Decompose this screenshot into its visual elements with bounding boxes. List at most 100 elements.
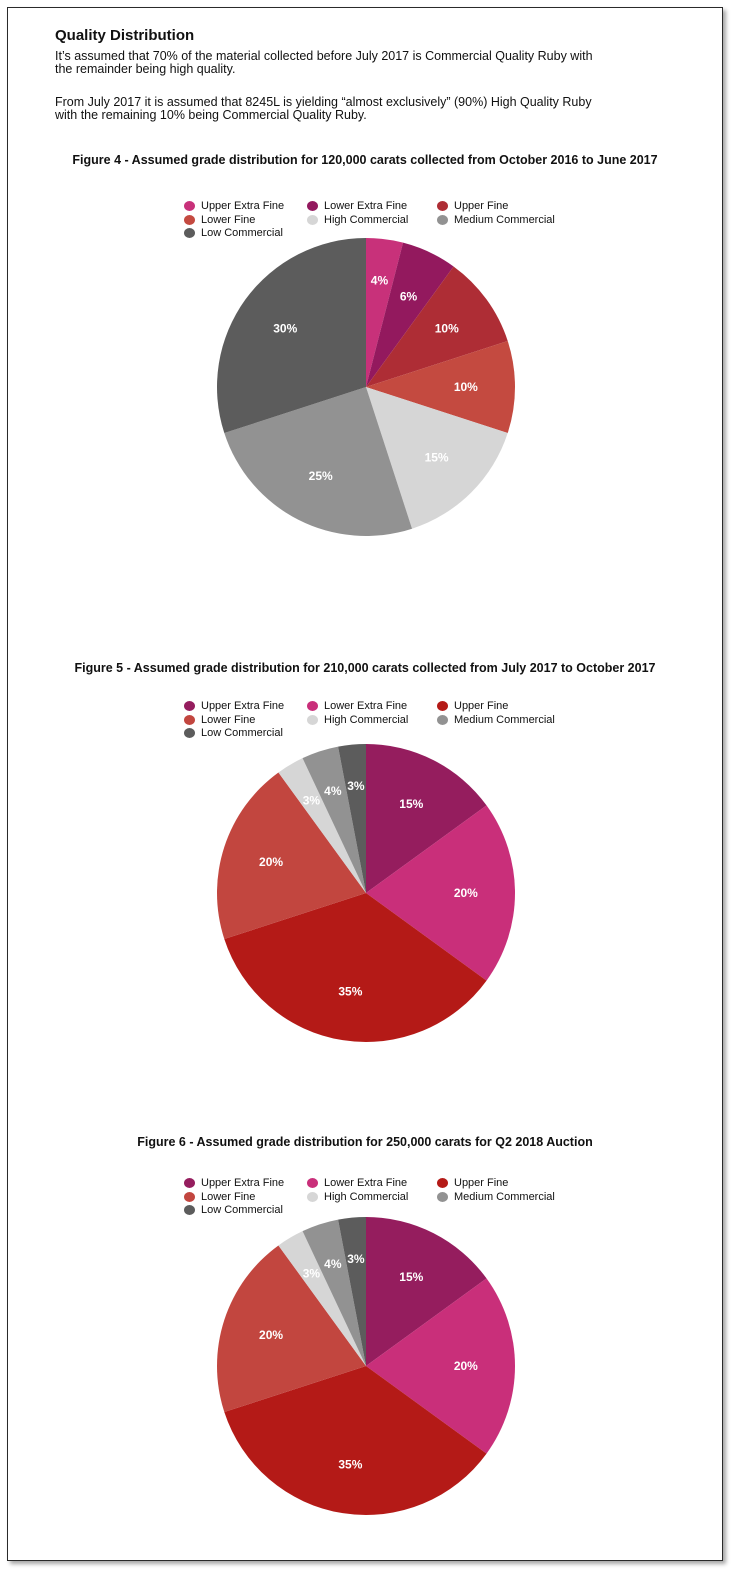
slice-label-low-commercial: 3%	[347, 1252, 365, 1266]
pie-slice-high-commercial	[278, 758, 366, 893]
slice-label-low-commercial: 3%	[347, 779, 365, 793]
slice-label-upper-fine: 35%	[338, 1458, 362, 1472]
figure-5-title: Figure 5 - Assumed grade distribution fo…	[74, 661, 656, 675]
pie-slice-upper-fine	[366, 266, 508, 387]
legend-swatch	[307, 201, 318, 211]
slice-label-upper-extra-fine: 15%	[399, 1270, 423, 1284]
paragraph-line: It’s assumed that 70% of the material co…	[55, 49, 593, 63]
legend-swatch	[437, 1191, 448, 1202]
pie-slice-upper-extra-fine	[366, 744, 487, 893]
legend-label: Upper Fine	[454, 700, 509, 712]
legend-swatch	[184, 714, 195, 725]
legend-label: Upper Fine	[454, 1177, 509, 1189]
figure-6-pie-chart: 15%20%35%20%3%4% 3%	[217, 1217, 515, 1515]
pie-slice-medium-commercial	[302, 746, 366, 893]
slice-label-lower-extra-fine: 20%	[454, 886, 478, 900]
pie-slice-upper-extra-fine	[366, 238, 404, 387]
legend-label: Medium Commercial	[454, 713, 555, 726]
legend-label: Lower Extra Fine	[324, 700, 408, 712]
figure-4-pie-chart: 4% 6% 10% 10% 15% 25% 30%	[216, 238, 515, 536]
slice-label-high-commercial: 15%	[425, 451, 449, 465]
legend-label: Lower Fine	[201, 1190, 256, 1203]
legend-label: Low Commercial	[201, 727, 283, 739]
pie-slice-lower-extra-fine	[366, 1278, 515, 1454]
slice-label-medium-commercial: 4%	[324, 1257, 342, 1271]
pie-slice-medium-commercial	[302, 1219, 366, 1366]
pie-slice-lower-extra-fine	[366, 805, 515, 981]
pie-slice-lower-extra-fine	[366, 242, 454, 387]
legend-label: High Commercial	[324, 213, 409, 226]
paragraph-line: with the remaining 10% being Commercial …	[55, 107, 367, 122]
slice-label-lower-fine: 20%	[259, 1328, 283, 1342]
pie-slice-upper-fine	[224, 893, 487, 1042]
pie-slice-upper-extra-fine	[366, 1217, 487, 1366]
figure-6-legend: Upper Extra Fine Lower Extra Fine Upper Fi…	[184, 1177, 584, 1223]
slice-label-medium-commercial: 25%	[309, 469, 333, 483]
slice-label-upper-fine: 10%	[435, 321, 459, 335]
legend-label: Upper Extra Fine	[201, 700, 285, 712]
legend-swatch	[307, 701, 318, 711]
legend-label: Medium Commercial	[454, 1190, 555, 1203]
slice-label-high-commercial: 3%	[303, 794, 321, 808]
legend-label: Upper Extra Fine	[201, 1177, 285, 1189]
assumption-paragraph: From July 2017 it is assumed that 8245L …	[55, 96, 695, 121]
legend-swatch	[184, 214, 195, 225]
legend-swatch	[307, 714, 318, 725]
slice-label-lower-fine: 10%	[454, 380, 478, 394]
legend-label: Low Commercial	[201, 1204, 283, 1216]
pie-slice-low-commercial	[338, 1217, 366, 1366]
pie-slice-lower-fine	[366, 340, 515, 434]
legend-swatch	[184, 201, 195, 211]
slice-label-upper-extra-fine: 15%	[399, 797, 423, 811]
legend-swatch	[437, 201, 448, 211]
pie-slice-medium-commercial	[224, 387, 413, 536]
slice-label-upper-fine: 35%	[338, 985, 362, 999]
legend-swatch	[307, 1191, 318, 1202]
legend-label: Upper Fine	[454, 200, 509, 212]
legend-label: Lower Extra Fine	[324, 1177, 408, 1189]
slice-label-high-commercial: 3%	[303, 1267, 321, 1281]
pie-slice-high-commercial	[278, 1231, 366, 1366]
pie-slice-lower-fine	[217, 1245, 366, 1413]
legend-label: Lower Extra Fine	[324, 200, 408, 212]
slice-label-lower-extra-fine: 6%	[400, 290, 418, 304]
pie-slice-high-commercial	[366, 387, 508, 529]
legend-label: Lower Fine	[201, 213, 256, 226]
figure-4-legend: Upper Extra Fine Lower Extra Fine Upper Fi…	[184, 200, 584, 246]
legend-swatch	[184, 1178, 195, 1188]
legend-swatch	[437, 714, 448, 725]
legend-swatch	[184, 1205, 195, 1215]
figure-5-legend: Upper Extra Fine Lower Extra Fine Upper Fi…	[184, 700, 584, 746]
paragraph-line: From July 2017 it is assumed that 8245L …	[55, 95, 592, 109]
slice-label-medium-commercial: 4%	[324, 784, 342, 798]
slice-label-lower-fine: 20%	[259, 855, 283, 869]
pie-slice-lower-fine	[217, 772, 366, 940]
legend-label: Low Commercial	[201, 227, 283, 239]
slice-label-upper-extra-fine: 4%	[371, 274, 389, 288]
figure-4-title: Figure 4 - Assumed grade distribution fo…	[72, 153, 658, 167]
legend-swatch	[437, 1178, 448, 1188]
legend-swatch	[437, 701, 448, 711]
figure-5-pie-chart: 15%20%35%20%3%4% 3%	[217, 744, 515, 1042]
intro-paragraph: It’s assumed that 70% of the material co…	[55, 50, 695, 75]
paragraph-line: the remainder being high quality.	[55, 61, 236, 76]
legend-swatch	[184, 701, 195, 711]
pie-slice-low-commercial	[216, 238, 366, 434]
document-page: Quality Distribution It’s assumed that 7…	[7, 7, 723, 1561]
section-heading: Quality Distribution	[55, 27, 195, 44]
legend-swatch	[184, 228, 195, 238]
legend-swatch	[437, 214, 448, 225]
legend-label: Medium Commercial	[454, 213, 555, 226]
legend-label: Lower Fine	[201, 713, 256, 726]
legend-label: High Commercial	[324, 713, 409, 726]
pie-slice-upper-fine	[224, 1366, 487, 1515]
legend-swatch	[184, 1191, 195, 1202]
pie-slice-low-commercial	[338, 744, 366, 893]
legend-swatch	[184, 728, 195, 738]
slice-label-lower-extra-fine: 20%	[454, 1359, 478, 1373]
slice-label-low-commercial: 30%	[273, 321, 297, 335]
legend-label: High Commercial	[324, 1190, 409, 1203]
figure-6-title: Figure 6 - Assumed grade distribution fo…	[137, 1135, 593, 1149]
legend-swatch	[307, 214, 318, 225]
legend-swatch	[307, 1178, 318, 1188]
